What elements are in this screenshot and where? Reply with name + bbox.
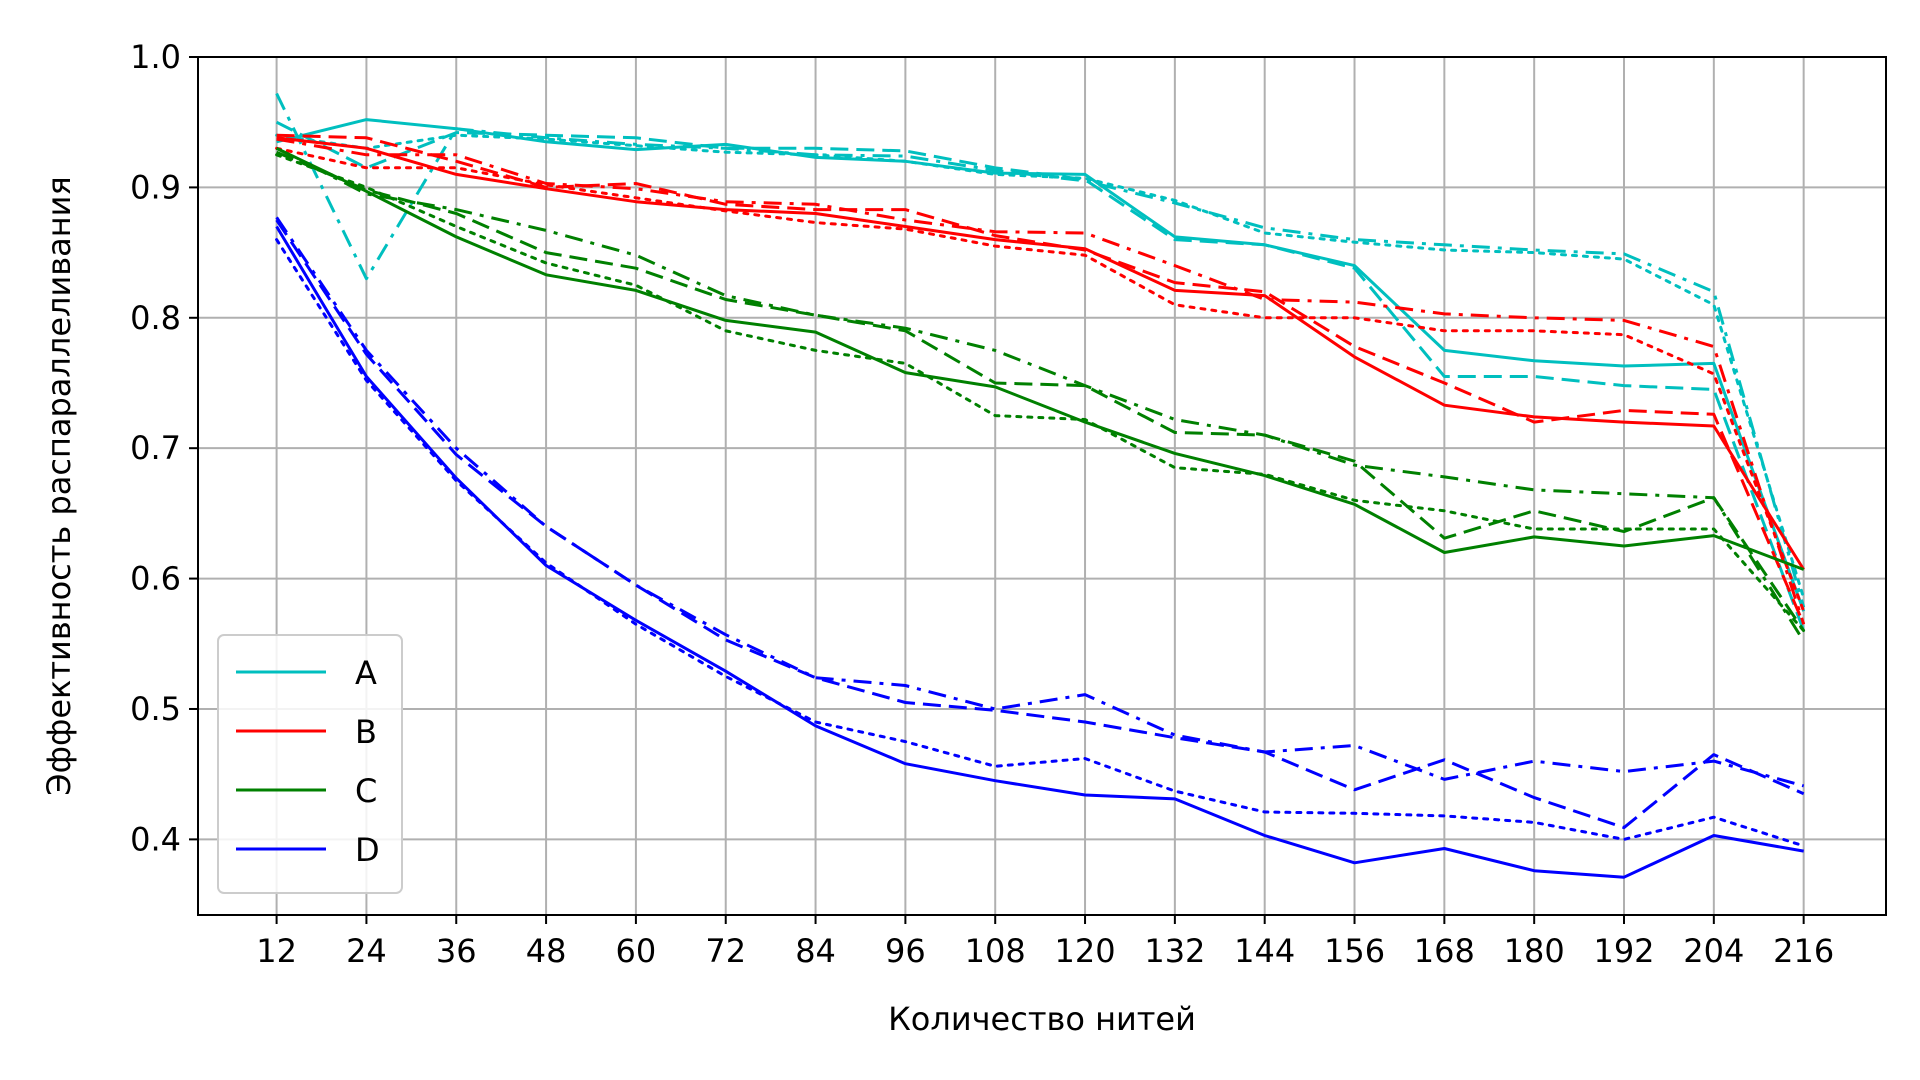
x-tick-label: 144 (1234, 932, 1295, 970)
y-axis-title: Эффективность распараллеливания (40, 176, 78, 795)
series-line-b-dashdot (276, 137, 1806, 625)
series-line-b-solid (276, 136, 1805, 571)
grid (198, 56, 1886, 915)
x-tick-label: 12 (256, 932, 297, 970)
series-line-d-solid (275, 225, 1804, 879)
x-tick-label: 84 (795, 932, 836, 970)
y-tick-label: 0.6 (130, 560, 181, 598)
x-tick-label: 168 (1414, 932, 1475, 970)
y-tick-label: 1.0 (130, 38, 181, 76)
x-tick-label: 60 (616, 932, 657, 970)
x-tick-label: 72 (705, 932, 746, 970)
series-line-b-dashed (276, 133, 1806, 625)
y-tick-label: 0.8 (130, 299, 181, 337)
y-tick-label: 0.7 (130, 429, 181, 467)
legend-label-b: B (355, 713, 377, 751)
series-line-d-dotted (275, 238, 1806, 848)
series-line-c-dashed (276, 150, 1805, 632)
x-tick-label: 48 (526, 932, 567, 970)
x-tick-label: 24 (346, 932, 387, 970)
series-line-c-dashdot (275, 146, 1805, 642)
x-tick-label: 180 (1504, 932, 1565, 970)
y-tick-label: 0.5 (130, 690, 181, 728)
legend-label-a: A (355, 654, 377, 692)
y-tick-label: 0.9 (130, 168, 181, 206)
x-tick-label: 36 (436, 932, 477, 970)
x-tick-label: 108 (965, 932, 1026, 970)
x-tick-label: 120 (1055, 932, 1116, 970)
y-tick-label: 0.4 (130, 820, 181, 858)
x-tick-label: 96 (885, 932, 926, 970)
x-tick-label: 192 (1593, 932, 1654, 970)
series-line-c-dotted (275, 153, 1806, 633)
x-tick-label: 216 (1773, 932, 1834, 970)
series-line-a-dashdot (275, 92, 1806, 608)
series-line-d-dashdot (275, 216, 1805, 788)
series-line-a-dashed (275, 120, 1806, 632)
x-tick-label: 204 (1683, 932, 1744, 970)
legend-box (217, 634, 403, 894)
series-line-b-dotted (275, 146, 1806, 613)
series-line-c-solid (275, 146, 1805, 571)
x-axis-title: Количество нитей (888, 1000, 1196, 1038)
x-tick-label: 132 (1144, 932, 1205, 970)
ticks: 12 24 36 48 60 72 84 96 108 120 132 144 156 168 180 192… (130, 38, 1834, 970)
series-layer (275, 92, 1806, 879)
x-tick-label: 156 (1324, 932, 1385, 970)
series-line-a-dotted (275, 133, 1806, 600)
plot-frame (197, 56, 1887, 916)
legend-label-c: C (355, 772, 377, 810)
legend-label-d: D (355, 831, 380, 869)
